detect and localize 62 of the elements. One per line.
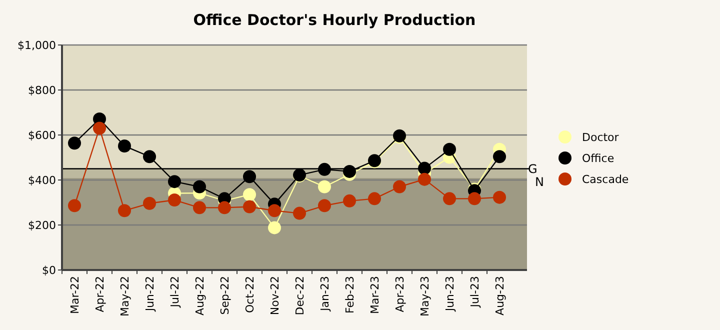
point — [393, 180, 406, 194]
point — [168, 194, 181, 207]
point — [68, 136, 81, 150]
x-tick-label: Aug-22 — [194, 276, 206, 316]
x-tick-label: Jan-23 — [318, 276, 332, 312]
point — [218, 201, 231, 214]
x-tick-label: Sep-22 — [218, 276, 232, 315]
point — [443, 192, 456, 206]
point — [368, 192, 381, 206]
chart-title: Office Doctor's Hourly Production — [193, 11, 476, 29]
ref-line-label: G — [528, 162, 538, 176]
x-tick-label: Nov-22 — [268, 276, 282, 316]
x-tick-label: May-22 — [118, 276, 132, 317]
band-label: N — [535, 174, 544, 189]
x-tick-label: Mar-23 — [368, 276, 382, 314]
x-tick-label: Oct-22 — [244, 276, 256, 313]
point — [93, 122, 106, 135]
point — [68, 199, 81, 212]
y-tick-label: $600 — [28, 129, 56, 142]
x-tick-label: Dec-22 — [294, 276, 306, 316]
point — [168, 175, 181, 188]
point — [318, 199, 331, 212]
point — [143, 196, 156, 210]
point — [343, 194, 356, 208]
x-tick-label: Jul-23 — [468, 276, 482, 308]
x-tick-label: Apr-23 — [394, 276, 406, 312]
x-tick-label: Jun-22 — [144, 276, 156, 312]
point — [193, 180, 206, 194]
y-tick-label: $400 — [28, 174, 56, 187]
point — [118, 140, 131, 153]
point — [268, 204, 281, 218]
y-tick-label: $800 — [28, 84, 56, 97]
point — [243, 170, 256, 184]
legend-label: Cascade — [582, 173, 629, 186]
x-tick-label: Apr-22 — [94, 276, 106, 312]
point — [493, 150, 506, 164]
x-tick-label: Aug-23 — [494, 276, 506, 316]
point — [418, 172, 431, 186]
point — [193, 201, 206, 214]
x-tick-label: Feb-23 — [344, 276, 356, 314]
point — [268, 221, 281, 234]
y-tick-label: $200 — [28, 219, 56, 232]
x-tick-label: Mar-22 — [68, 276, 82, 314]
point — [318, 162, 331, 176]
point — [343, 164, 356, 178]
point — [243, 200, 256, 214]
y-tick-label: $0 — [42, 264, 56, 277]
legend-label: Office — [582, 152, 614, 165]
point — [468, 192, 481, 206]
point — [443, 142, 456, 156]
legend-label: Doctor — [582, 131, 620, 144]
point — [243, 188, 256, 202]
x-tick-label: May-23 — [418, 276, 432, 317]
point — [118, 204, 131, 218]
point — [418, 162, 431, 175]
x-tick-label: Jun-23 — [444, 276, 456, 312]
y-tick-label: $1,000 — [18, 39, 56, 52]
point — [493, 190, 506, 204]
x-tick-label: Jul-22 — [168, 276, 182, 308]
point — [318, 180, 331, 194]
point — [143, 150, 156, 164]
point — [293, 206, 306, 220]
